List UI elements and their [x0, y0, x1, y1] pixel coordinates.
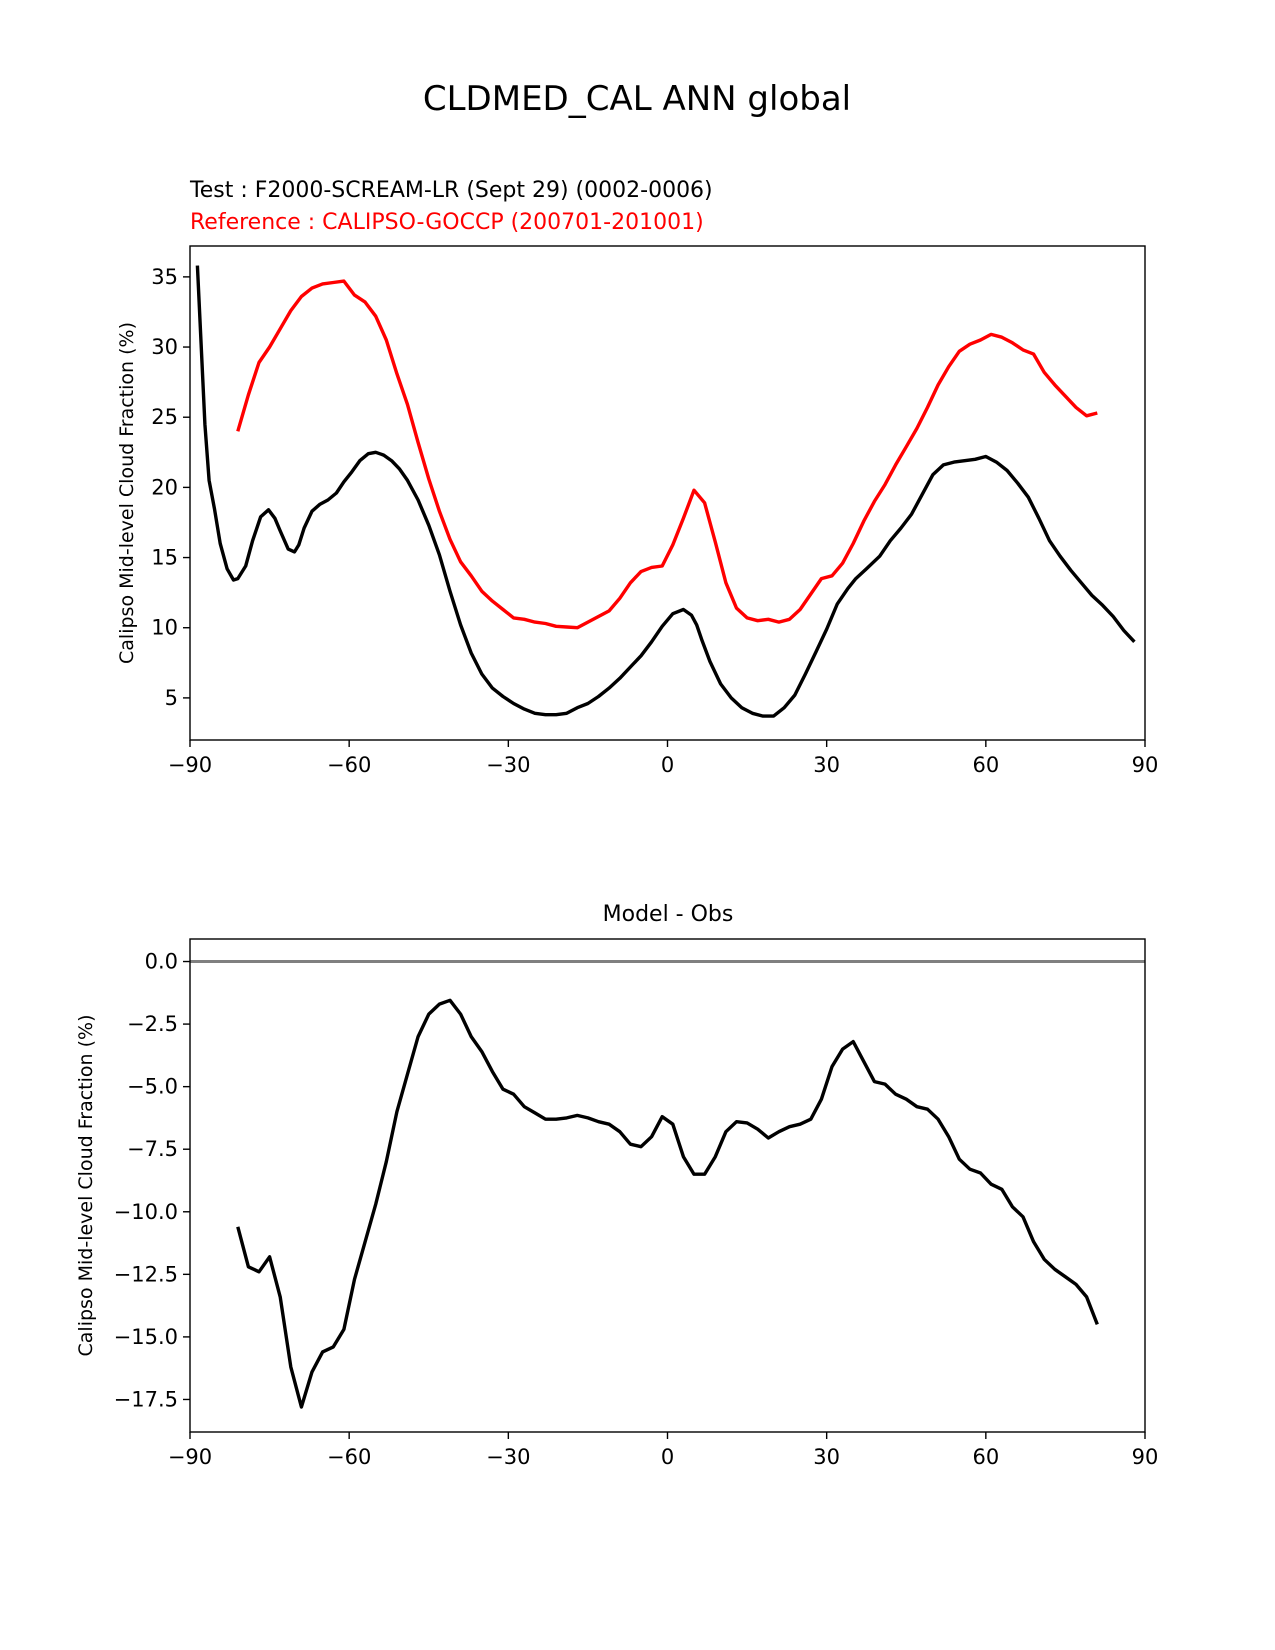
bottom-x-tick-label: 90	[1132, 1445, 1159, 1469]
bottom-y-tick-label: −12.5	[114, 1262, 178, 1286]
bottom-x-tick-label: 60	[972, 1445, 999, 1469]
bottom-x-tick-label: 0	[661, 1445, 674, 1469]
bottom-y-tick-label: 0.0	[145, 950, 178, 974]
top-x-tick-label: 90	[1132, 753, 1159, 777]
bottom-plot-title: Model - Obs	[603, 902, 734, 927]
bottom-y-tick-label: −15.0	[114, 1325, 178, 1349]
top-y-tick-label: 35	[151, 265, 178, 289]
bottom-y-tick-label: −17.5	[114, 1387, 178, 1411]
top-axes: −90 −60 −30 0 30 60 90 5 10 15 20 25 30 35 Calipso Mid…	[116, 245, 1159, 777]
bottom-frame	[189, 938, 1146, 1433]
top-x-tick-label: −60	[327, 753, 371, 777]
bottom-series-model-obs	[236, 998, 1099, 1409]
bottom-y-tick-label: −7.5	[127, 1137, 178, 1161]
bottom-y-tick-label: −5.0	[127, 1075, 178, 1099]
top-y-axis-label: Calipso Mid-level Cloud Fraction (%)	[116, 322, 138, 664]
bottom-x-tick-label: −90	[168, 1445, 212, 1469]
bottom-axes: −90 −60 −30 0 30 60 90 0.0 −2.5 −5.0 −7.5 −10.0 −12.…	[75, 938, 1159, 1469]
bottom-y-tick-label: −2.5	[127, 1012, 178, 1036]
top-frame	[189, 245, 1146, 741]
bottom-x-tick-label: 30	[813, 1445, 840, 1469]
figure-title: CLDMED_CAL ANN global	[423, 79, 851, 119]
top-series-reference	[236, 279, 1098, 630]
reference-label: Reference : CALIPSO-GOCCP (200701-201001…	[190, 210, 704, 235]
top-x-tick-label: 0	[661, 753, 674, 777]
top-x-tick-label: −90	[168, 753, 212, 777]
top-x-tick-label: −30	[486, 753, 530, 777]
bottom-y-tick-label: −10.0	[114, 1200, 178, 1224]
top-series-test	[195, 265, 1136, 718]
top-y-tick-label: 20	[151, 475, 178, 499]
top-y-tick-label: 5	[165, 686, 178, 710]
top-y-tick-label: 15	[151, 546, 178, 570]
bottom-y-axis-label: Calipso Mid-level Cloud Fraction (%)	[75, 1015, 97, 1357]
top-x-tick-label: 30	[813, 753, 840, 777]
top-y-tick-label: 10	[151, 616, 178, 640]
top-y-tick-label: 25	[151, 405, 178, 429]
bottom-x-tick-label: −60	[327, 1445, 371, 1469]
top-x-tick-label: 60	[972, 753, 999, 777]
top-y-tick-label: 30	[151, 335, 178, 359]
bottom-x-tick-label: −30	[486, 1445, 530, 1469]
test-label: Test : F2000-SCREAM-LR (Sept 29) (0002-0…	[189, 178, 713, 203]
